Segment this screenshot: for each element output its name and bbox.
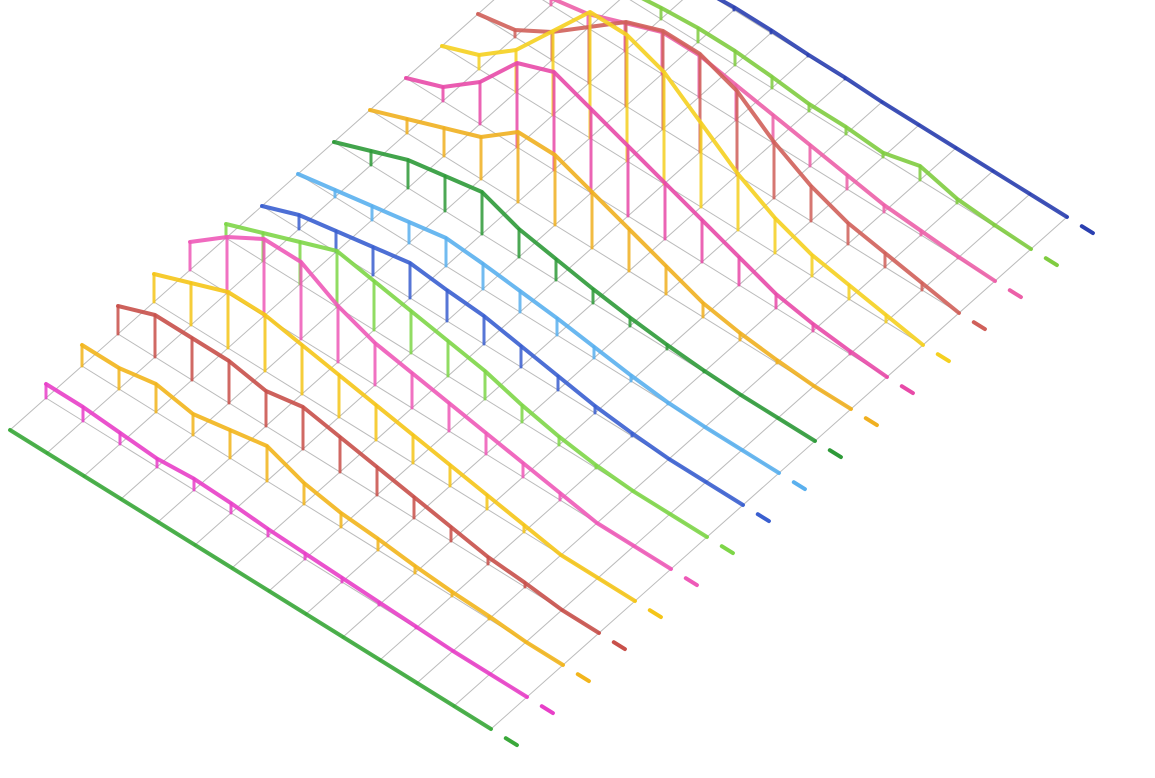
end-dash: [938, 354, 949, 361]
ridge-line: [118, 306, 599, 633]
end-dash: [542, 706, 553, 713]
end-dash: [902, 386, 913, 393]
grid-line: [442, 46, 923, 345]
ridge-line: [10, 430, 491, 729]
grid-line: [82, 366, 563, 665]
end-dash: [506, 738, 517, 745]
ridge-line: [46, 384, 527, 697]
end-dash: [686, 578, 697, 585]
grid-line: [370, 110, 851, 409]
end-dash: [830, 450, 841, 457]
grid-line: [514, 0, 995, 281]
end-dash: [650, 610, 661, 617]
end-dash: [1082, 226, 1093, 233]
end-dash: [578, 674, 589, 681]
grid-line: [550, 0, 1031, 249]
end-dash: [1046, 258, 1057, 265]
end-dash: [614, 642, 625, 649]
end-dash: [866, 418, 877, 425]
ridge-line: [190, 237, 671, 569]
grid-line: [84, 0, 660, 476]
end-dash: [722, 546, 733, 553]
ridge-line: [514, 0, 995, 281]
end-dash: [1010, 290, 1021, 297]
end-dash: [794, 482, 805, 489]
drawing: [0, 0, 1155, 778]
grid-line: [478, 14, 959, 313]
end-dash: [758, 514, 769, 521]
ridge-line: [550, 0, 1031, 249]
end-dash: [974, 322, 985, 329]
